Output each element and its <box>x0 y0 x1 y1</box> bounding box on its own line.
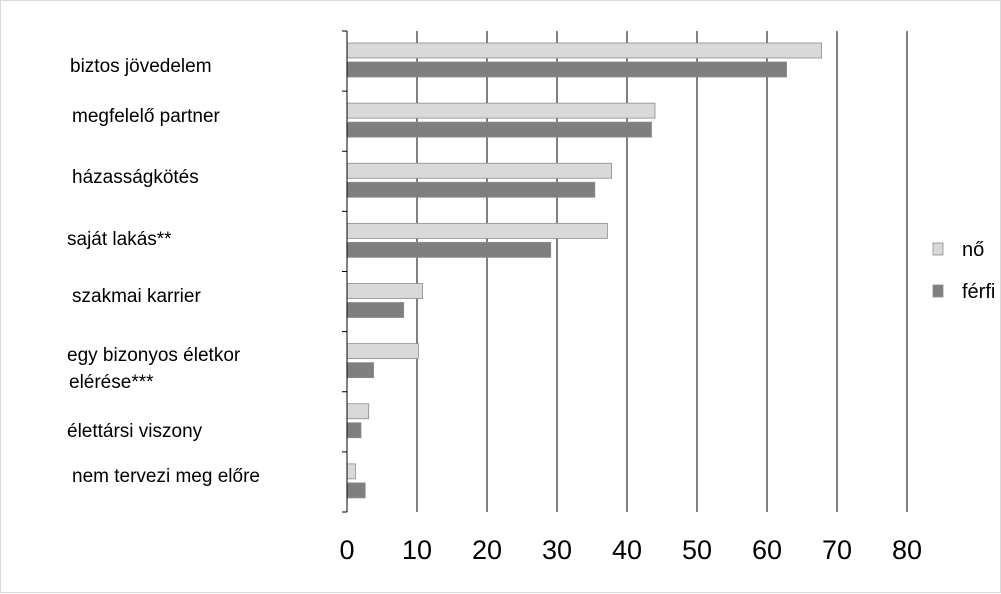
x-tick-label: 60 <box>752 535 782 565</box>
bar-no <box>346 222 608 239</box>
x-tick-label: 50 <box>682 535 712 565</box>
x-tick-label: 80 <box>892 535 922 565</box>
category-axis <box>342 30 348 513</box>
bar-no <box>346 102 656 119</box>
bar-ferfi <box>346 422 362 439</box>
bar-ferfi <box>346 181 596 198</box>
category-label: élettársi viszony <box>67 421 203 442</box>
bar-no <box>346 463 356 480</box>
bar-no <box>346 283 423 299</box>
x-tick-label: 10 <box>402 535 432 565</box>
category-label: nem tervezi meg előre <box>72 466 260 487</box>
x-tick-label: 0 <box>339 535 354 565</box>
bar-no <box>346 162 613 179</box>
legend-label: férfi <box>962 281 995 303</box>
bar-ferfi <box>346 302 405 318</box>
bar-ferfi <box>346 61 788 78</box>
category-label: szakmai karrier <box>72 286 201 307</box>
bar-no <box>346 343 419 360</box>
legend: nő férfi <box>932 239 995 303</box>
legend-swatch <box>932 242 944 256</box>
bar-no <box>346 403 370 420</box>
category-label: egy bizonyos életkor <box>67 345 241 366</box>
legend-label: nő <box>962 239 984 261</box>
x-tick-label: 20 <box>472 535 502 565</box>
bar-ferfi <box>346 482 366 499</box>
bar-ferfi <box>346 121 652 138</box>
category-label: házasságkötés <box>72 167 199 188</box>
category-labels: biztos jövedelem megfelelő partner házassá… <box>67 56 260 487</box>
x-tick-labels: 0 10 20 30 40 50 60 70 80 <box>339 535 922 565</box>
category-label: megfelelő partner <box>72 106 221 127</box>
bar-ferfi <box>346 241 552 258</box>
bars <box>346 42 823 499</box>
bar-ferfi <box>346 362 375 379</box>
x-tick-label: 40 <box>612 535 642 565</box>
category-label: elérése*** <box>69 372 154 393</box>
x-tick-label: 70 <box>822 535 852 565</box>
x-tick-label: 30 <box>542 535 572 565</box>
legend-swatch <box>932 284 944 298</box>
category-label: saját lakás** <box>67 229 172 250</box>
bar-no <box>346 42 823 59</box>
category-label: biztos jövedelem <box>70 56 212 77</box>
